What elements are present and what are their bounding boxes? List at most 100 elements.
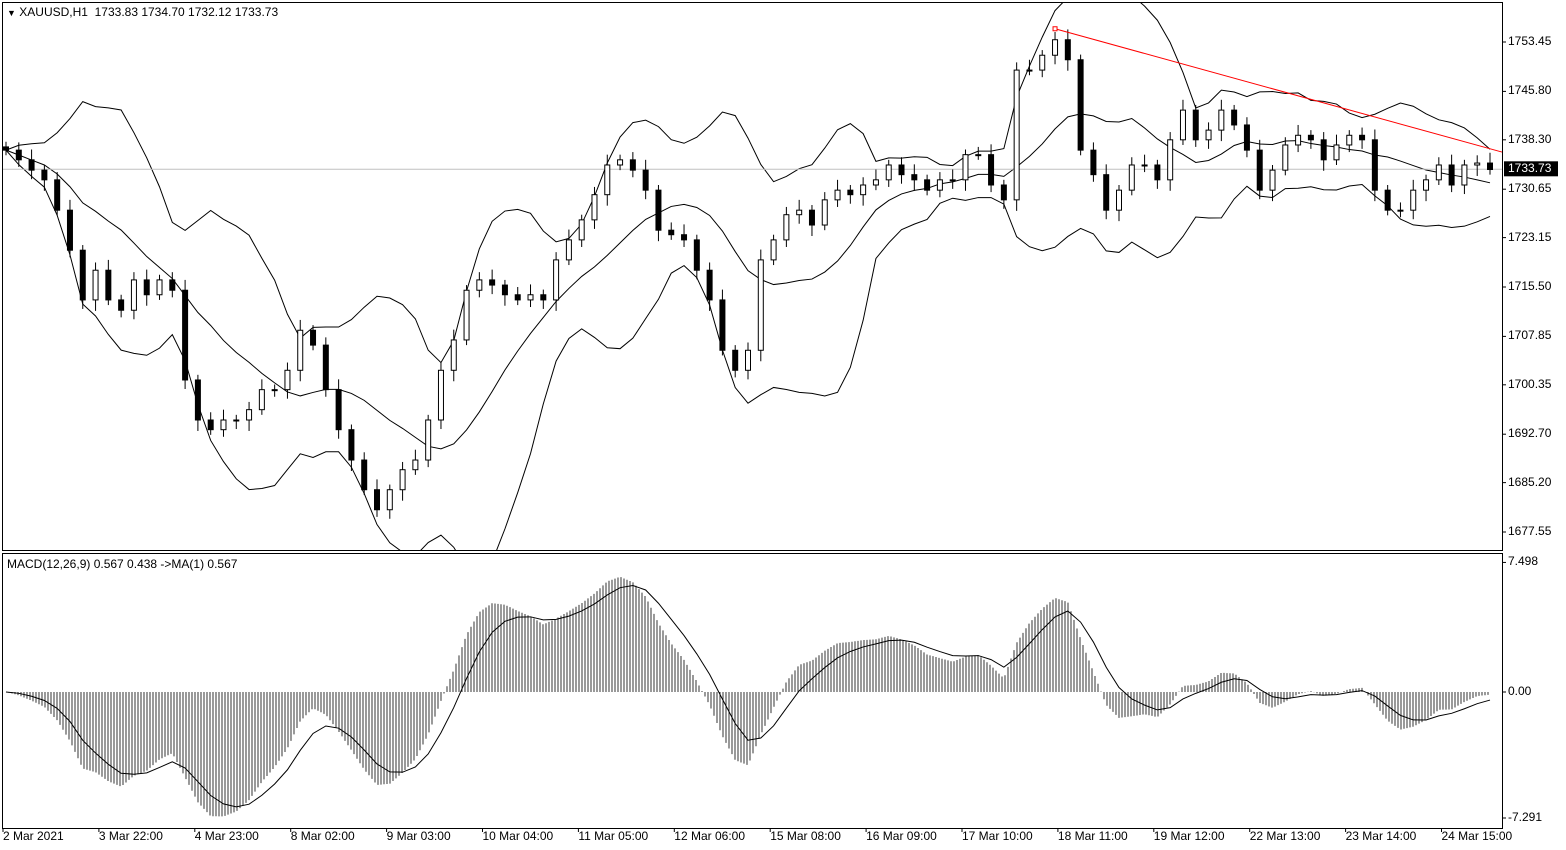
y-tick-label: 1707.85 (1508, 328, 1552, 343)
candle-body (553, 259, 560, 301)
candle-body (361, 459, 368, 491)
candle-body (578, 219, 585, 241)
candle-body (66, 209, 73, 251)
candle-body (706, 269, 713, 301)
candle-body (860, 184, 867, 196)
macd-y-tick-label: 0.00 (1508, 684, 1532, 698)
candle-body (1410, 189, 1417, 211)
candle-body (1103, 174, 1110, 211)
candle-body (1116, 189, 1122, 211)
candle-body (527, 294, 534, 301)
candle-body (1346, 134, 1353, 146)
candle-body (501, 284, 508, 296)
x-tick-label: 18 Mar 11:00 (1057, 829, 1128, 843)
candle-body (130, 279, 137, 311)
candle-body (1397, 209, 1404, 212)
candle-body (565, 239, 572, 261)
candle-body (1052, 39, 1059, 56)
candle-body (796, 209, 803, 216)
candle-body (1448, 164, 1455, 186)
candle-body (783, 214, 790, 241)
candle-body (489, 279, 496, 286)
y-tick-label: 1745.80 (1508, 83, 1552, 98)
candle-body (540, 294, 547, 301)
candle-body (655, 189, 662, 231)
candle-body (425, 419, 432, 461)
candle-body (629, 159, 636, 171)
macd-label: MACD(12,26,9) 0.567 0.438 ->MA(1) 0.567 (7, 557, 238, 571)
y-tick-label: 1753.45 (1508, 34, 1552, 48)
x-tick-label: 17 Mar 10:00 (962, 829, 1033, 843)
macd-panel-frame (2, 553, 1503, 829)
x-tick-label: 24 Mar 15:00 (1441, 829, 1513, 843)
candle-body (1154, 164, 1161, 181)
candle-body (233, 419, 240, 422)
candle-body (770, 239, 777, 261)
candle-body (1128, 164, 1135, 191)
candle-body (220, 419, 227, 431)
candle-body (1026, 69, 1033, 72)
candle-body (1461, 164, 1468, 186)
x-tick-label: 15 Mar 08:00 (770, 829, 841, 843)
candle-body (182, 289, 189, 381)
y-tick-label: 1723.15 (1508, 229, 1552, 244)
candle-body (41, 169, 48, 181)
candle-body (834, 189, 841, 201)
candle-body (1256, 149, 1263, 191)
candle-body (437, 369, 444, 421)
candle-body (1295, 134, 1302, 146)
candle-body (258, 389, 265, 411)
dropdown-triangle-icon[interactable]: ▼ (7, 8, 16, 18)
candle-body (975, 154, 982, 157)
y-tick-label: 1692.70 (1508, 426, 1552, 441)
bollinger-lower (5, 149, 1491, 550)
candle-body (1359, 134, 1366, 141)
candle-body (1423, 179, 1430, 191)
candle-body (118, 299, 125, 311)
x-tick-label: 19 Mar 12:00 (1153, 829, 1225, 843)
ohlc-values: 1733.83 1734.70 1732.12 1733.73 (94, 5, 279, 19)
y-tick-label: 1738.30 (1508, 131, 1552, 146)
candle-body (962, 154, 969, 181)
x-tick-label: 16 Mar 09:00 (866, 829, 937, 843)
macd-signal-line (5, 584, 1491, 808)
candle-body (591, 194, 598, 221)
macd-y-tick-label: -7.291 (1508, 810, 1543, 824)
candle-body (681, 234, 688, 241)
candle-body (386, 489, 393, 511)
x-tick-label: 3 Mar 22:00 (98, 829, 163, 843)
candle-body (604, 164, 611, 196)
candle-body (514, 294, 521, 301)
candle-body (284, 369, 291, 391)
candle-body (642, 169, 649, 191)
candle-body (476, 279, 483, 291)
candle-body (271, 389, 278, 392)
candle-body (1218, 109, 1225, 131)
candle-body (169, 279, 176, 291)
y-tick-label: 1685.20 (1508, 474, 1552, 489)
x-tick-label: 23 Mar 14:00 (1345, 829, 1417, 843)
candle-body (450, 339, 457, 371)
candle-body (1487, 162, 1493, 171)
candle-body (3, 146, 9, 151)
last-price-tag (1504, 161, 1558, 177)
candle-body (1474, 162, 1481, 166)
candle-body (693, 239, 700, 271)
x-tick-label: 2 Mar 2021 (3, 829, 64, 843)
candle-body (1064, 39, 1071, 61)
candle-body (246, 409, 253, 421)
candle-body (1192, 109, 1199, 141)
candle-body (335, 389, 342, 431)
x-tick-label: 9 Mar 03:00 (386, 829, 451, 843)
candle-body (1000, 184, 1007, 201)
bollinger-upper (5, 3, 1491, 364)
last-price-label: 1733.73 (1508, 161, 1552, 176)
candle-body (207, 419, 214, 431)
candle-body (54, 179, 61, 211)
x-tick-label: 12 Mar 06:00 (674, 829, 746, 843)
candle-body (617, 159, 624, 166)
candle-body (105, 269, 112, 301)
y-tick-label: 1700.35 (1508, 376, 1552, 391)
candle-body (872, 179, 879, 186)
